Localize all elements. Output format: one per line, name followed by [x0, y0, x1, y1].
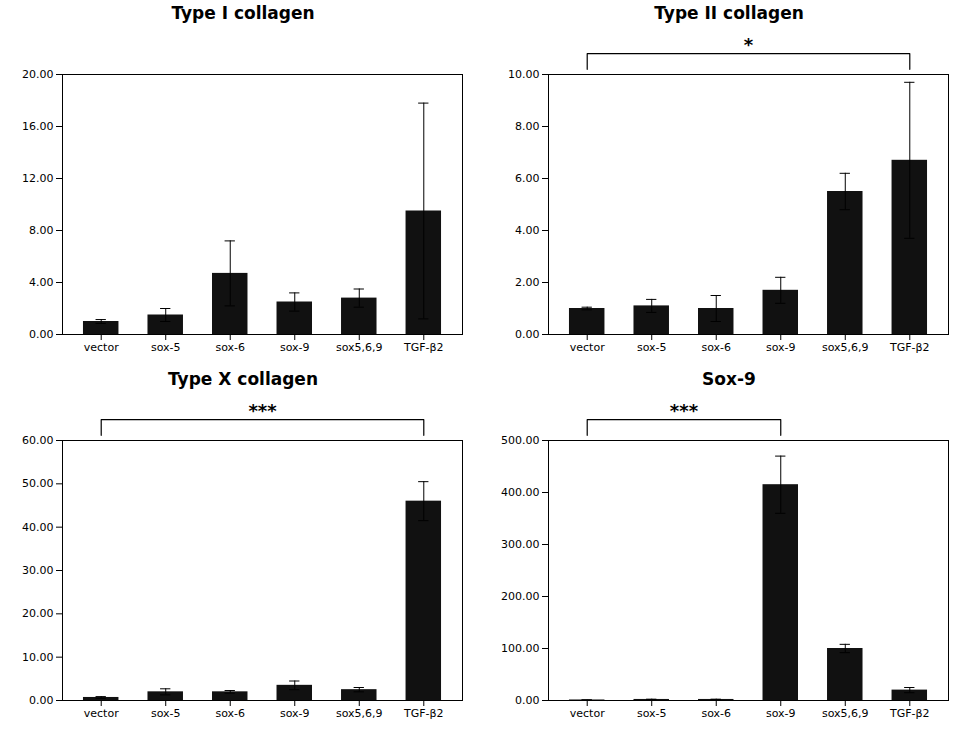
svg-text:12.00: 12.00: [22, 172, 54, 185]
svg-text:TGF-β2: TGF-β2: [403, 707, 444, 720]
svg-text:300.00: 300.00: [501, 538, 540, 551]
svg-text:2.00: 2.00: [515, 276, 540, 289]
html-text:Type II collagen: Type II collagen: [654, 3, 804, 23]
svg-text:10.00: 10.00: [22, 651, 54, 664]
svg-text:sox-9: sox-9: [766, 707, 796, 720]
svg-text:4.00: 4.00: [515, 224, 540, 237]
svg-text:***: ***: [248, 400, 277, 421]
svg-text:40.00: 40.00: [22, 521, 54, 534]
svg-text:sox5,6,9: sox5,6,9: [822, 707, 869, 720]
svg-text:vector: vector: [570, 341, 605, 354]
svg-text:vector: vector: [84, 341, 119, 354]
svg-text:8.00: 8.00: [515, 120, 540, 133]
svg-text:500.00: 500.00: [501, 434, 540, 447]
svg-text:sox5,6,9: sox5,6,9: [336, 707, 383, 720]
svg-text:0.00: 0.00: [29, 328, 54, 341]
svg-text:vector: vector: [84, 707, 119, 720]
svg-text:50.00: 50.00: [22, 477, 54, 490]
svg-text:16.00: 16.00: [22, 120, 54, 133]
svg-text:vector: vector: [570, 707, 605, 720]
svg-text:20.00: 20.00: [22, 607, 54, 620]
svg-text:0.00: 0.00: [29, 694, 54, 707]
svg-text:TGF-β2: TGF-β2: [889, 341, 930, 354]
svg-text:TGF-β2: TGF-β2: [403, 341, 444, 354]
svg-text:***: ***: [670, 400, 699, 421]
svg-text:0.00: 0.00: [515, 694, 540, 707]
svg-text:sox-6: sox-6: [701, 707, 731, 720]
html-text:Sox-9: Sox-9: [702, 369, 756, 389]
svg-text:20.00: 20.00: [22, 68, 54, 81]
svg-text:10.00: 10.00: [508, 68, 540, 81]
svg-text:sox-9: sox-9: [280, 707, 310, 720]
html-text:Type X collagen: Type X collagen: [168, 369, 318, 389]
svg-text:TGF-β2: TGF-β2: [889, 707, 930, 720]
svg-text:30.00: 30.00: [22, 564, 54, 577]
svg-text:sox5,6,9: sox5,6,9: [822, 341, 869, 354]
svg-text:sox5,6,9: sox5,6,9: [336, 341, 383, 354]
svg-text:60.00: 60.00: [22, 434, 54, 447]
svg-text:sox-5: sox-5: [637, 341, 667, 354]
svg-text:4.00: 4.00: [29, 276, 54, 289]
svg-text:sox-5: sox-5: [151, 341, 181, 354]
svg-text:sox-6: sox-6: [215, 341, 245, 354]
svg-text:200.00: 200.00: [501, 590, 540, 603]
html-text:Type I collagen: Type I collagen: [171, 3, 315, 23]
svg-text:8.00: 8.00: [29, 224, 54, 237]
svg-text:sox-6: sox-6: [701, 341, 731, 354]
svg-text:sox-9: sox-9: [280, 341, 310, 354]
svg-text:sox-9: sox-9: [766, 341, 796, 354]
svg-text:sox-5: sox-5: [151, 707, 181, 720]
svg-text:100.00: 100.00: [501, 642, 540, 655]
svg-text:sox-5: sox-5: [637, 707, 667, 720]
svg-text:*: *: [744, 34, 754, 55]
svg-text:sox-6: sox-6: [215, 707, 245, 720]
svg-text:400.00: 400.00: [501, 486, 540, 499]
svg-text:0.00: 0.00: [515, 328, 540, 341]
svg-text:6.00: 6.00: [515, 172, 540, 185]
